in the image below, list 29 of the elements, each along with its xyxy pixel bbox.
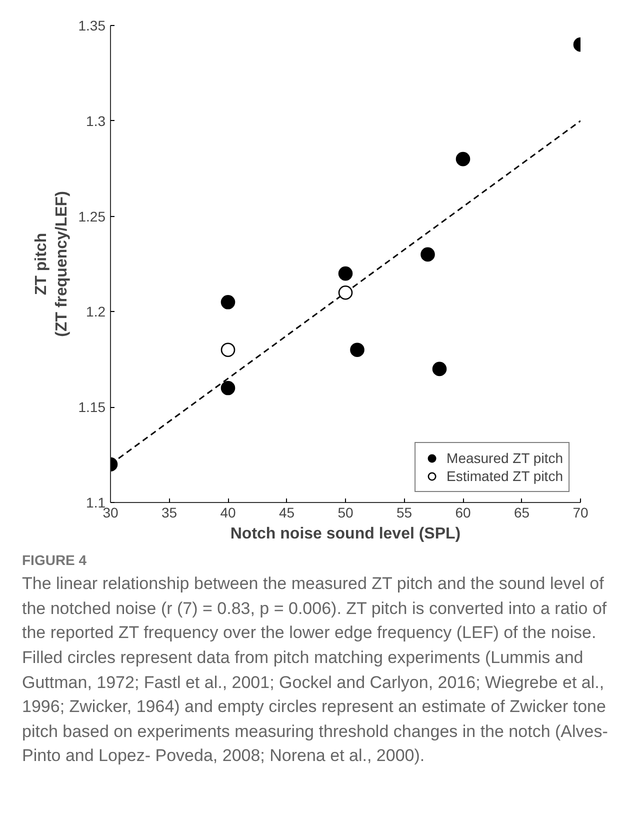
legend-label: Estimated ZT pitch	[446, 467, 563, 485]
x-tick-label: 30	[102, 504, 118, 520]
text: FIGURE 4	[22, 551, 88, 570]
y-tick-label: 1.2	[86, 304, 106, 320]
point	[420, 247, 435, 262]
point	[350, 342, 364, 357]
text: The linear relationship between the measured ZT pitch and the sound level of the notched noise (r (7) = 0.83, p = 0.006). ZT pitch is converted into a ratio of the reported ZT frequency over the lower edge frequency (LEF) of the noise. Filled circles represent data from pitch matching experiments (Lummis and Guttman, 1972; Fastl et al., 2001; Gockel and Carlyon, 2016; Wiegrebe et al., 1996; Zwicker, 1964) and empty circles represent an estimate of Zwicker tone pitch based on experiments measuring threshold changes in the notch (Alves- Pinto and Lopez- Poveda, 2008; Norena et al., 2000).	[22, 573, 609, 768]
x-tick-label: 50	[338, 504, 354, 520]
x-tick-label: 55	[396, 504, 412, 520]
x-tick-label: 45	[278, 504, 295, 520]
point	[338, 285, 353, 300]
point	[220, 342, 236, 357]
point	[432, 362, 447, 376]
x-tick-label: 40	[220, 504, 236, 520]
y-tick-label: 1.35	[78, 18, 106, 34]
x-tick-label: 35	[161, 504, 178, 520]
point	[220, 295, 236, 310]
y-axis-title: ZT pitch (ZT frequency/LEF)	[32, 191, 70, 337]
y-tick-label: 1.15	[78, 399, 106, 416]
point	[456, 152, 470, 166]
x-axis-title: Notch noise sound level (SPL)	[230, 526, 461, 542]
legend-label: Measured ZT pitch	[446, 449, 563, 467]
x-tick-label: 60	[455, 504, 471, 520]
x-tick-label: 70	[572, 504, 588, 520]
point	[338, 266, 353, 281]
x-tick-label: 65	[514, 504, 530, 520]
y-tick-label: 1.25	[78, 208, 106, 224]
point	[220, 380, 236, 396]
y-tick-label: 1.3	[86, 112, 106, 129]
